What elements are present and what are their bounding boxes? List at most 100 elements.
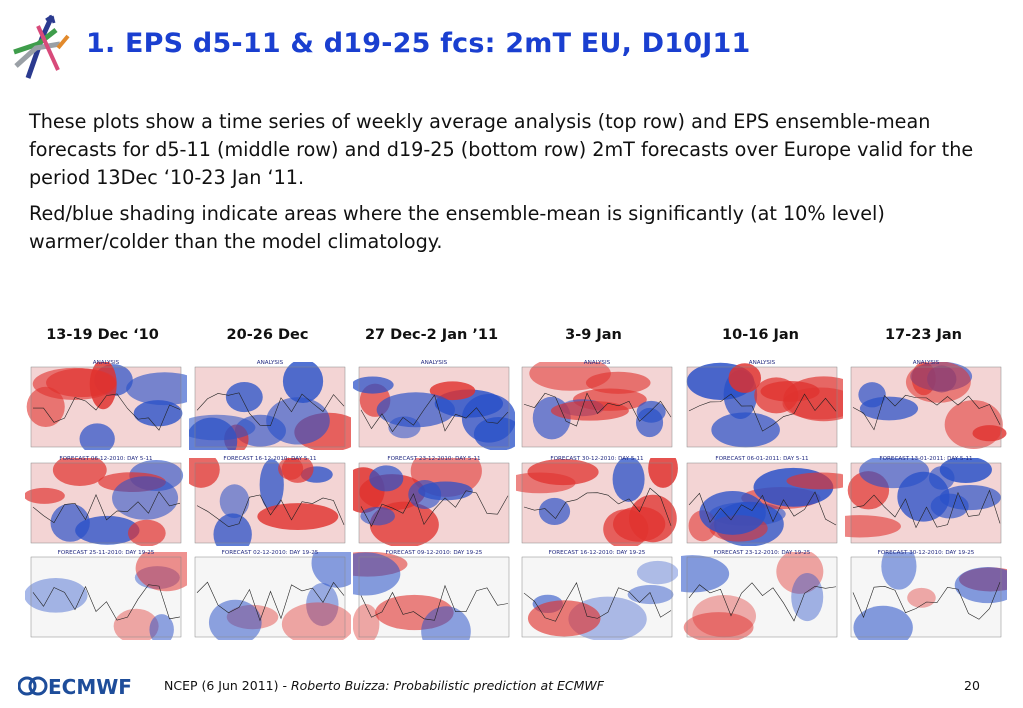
coastline	[32, 584, 181, 621]
warm-anomaly-area	[189, 458, 220, 488]
warm-anomaly-area	[613, 506, 666, 542]
warm-anomaly-area	[281, 602, 351, 640]
analysis-map-panel: ANALYSIS	[845, 360, 1007, 450]
map-panel-label: FORECAST 06-01-2011: DAY 5-11	[715, 456, 809, 462]
temperature-anomaly-map	[25, 458, 184, 546]
map-frame	[850, 366, 1002, 448]
cold-anomaly-area	[79, 423, 115, 450]
cold-anomaly-area	[360, 506, 395, 526]
cold-anomaly-area	[627, 585, 674, 605]
warm-anomaly-area	[786, 472, 843, 490]
cold-anomaly-area	[353, 552, 401, 596]
cold-anomaly-area	[930, 493, 969, 519]
temperature-anomaly-map	[845, 458, 1002, 544]
analysis-map-panel: ANALYSIS	[25, 360, 187, 450]
warm-anomaly-area	[905, 362, 971, 403]
warm-anomaly-area	[527, 600, 601, 637]
map-panel-label: ANALYSIS	[748, 360, 776, 366]
cold-anomaly-area	[50, 503, 90, 542]
coastline	[32, 393, 181, 431]
column-header: 13-19 Dec ‘10	[46, 327, 159, 343]
cold-anomaly-area	[418, 481, 473, 501]
cold-anomaly-area	[266, 397, 330, 445]
ecmwf-logo: ECMWF	[18, 675, 132, 698]
temperature-anomaly-map	[850, 362, 1007, 450]
map-panel-label: FORECAST 30-12-2010: DAY 19-25	[877, 550, 975, 556]
cold-anomaly-area	[612, 458, 645, 502]
footer-event: NCEP (6 Jun 2011) -	[164, 678, 291, 693]
temperature-anomaly-map	[189, 362, 351, 450]
warm-anomaly-area	[135, 552, 187, 592]
coastline	[852, 489, 1001, 529]
column-header: 3-9 Jan	[565, 327, 622, 343]
analysis-map-panel: ANALYSIS	[189, 360, 351, 450]
cold-anomaly-area	[25, 578, 88, 613]
forecast-d5-11-map-panel: FORECAST 06-01-2011: DAY 5-11	[681, 456, 843, 546]
warm-anomaly-area	[782, 387, 843, 420]
temperature-anomaly-map	[521, 556, 678, 640]
forecast-d19-25-map-panel: FORECAST 30-12-2010: DAY 19-25	[845, 550, 1007, 640]
cold-anomaly-area	[306, 583, 339, 627]
cold-anomaly-area	[282, 362, 324, 404]
map-frame	[686, 462, 838, 544]
cold-anomaly-area	[791, 572, 824, 622]
warm-anomaly-area	[127, 519, 166, 546]
cold-anomaly-area	[369, 465, 404, 492]
cold-anomaly-area	[421, 606, 471, 640]
page-number: 20	[964, 678, 980, 693]
forecast-d5-11-map-panel: FORECAST 23-12-2010: DAY 5-11	[353, 456, 515, 546]
temperature-anomaly-map	[686, 462, 843, 546]
cold-anomaly-area	[858, 382, 886, 408]
coastline	[688, 393, 837, 432]
warm-anomaly-area	[550, 400, 629, 421]
cold-anomaly-area	[376, 392, 455, 428]
warm-anomaly-area	[516, 472, 576, 494]
warm-anomaly-area	[113, 608, 159, 640]
column-header: 10-16 Jan	[722, 327, 799, 343]
forecast-d5-11-map-panel: FORECAST 16-12-2010: DAY 5-11	[189, 456, 351, 546]
temperature-anomaly-map	[521, 362, 673, 448]
column-header: 17-23 Jan	[885, 327, 962, 343]
warm-anomaly-area	[429, 381, 476, 401]
cold-anomaly-area	[208, 599, 262, 640]
warm-anomaly-area	[728, 363, 762, 393]
warm-anomaly-area	[648, 458, 678, 488]
coastline	[852, 394, 1001, 431]
forecast-d19-25-map-panel: FORECAST 25-11-2010: DAY 19-25	[25, 550, 187, 640]
cold-anomaly-area	[219, 484, 250, 519]
coastline	[196, 494, 345, 528]
cold-anomaly-area	[353, 376, 394, 394]
warm-anomaly-area	[46, 368, 117, 398]
cold-anomaly-area	[699, 491, 766, 535]
shading-paragraph: Red/blue shading indicate areas where th…	[29, 202, 885, 253]
map-panel-label: ANALYSIS	[92, 360, 120, 366]
warm-anomaly-area	[25, 487, 65, 504]
cold-anomaly-area	[954, 566, 1007, 604]
coastline	[196, 392, 345, 427]
cold-anomaly-area	[711, 412, 780, 448]
map-frame	[521, 366, 673, 448]
cold-anomaly-area	[213, 513, 252, 546]
temperature-anomaly-map	[516, 458, 678, 546]
coastline	[688, 582, 837, 622]
map-panel-label: FORECAST 06-12-2010: DAY 5-11	[59, 456, 153, 462]
warm-anomaly-area	[353, 604, 380, 640]
map-frame	[30, 462, 182, 544]
column-header: 20-26 Dec	[226, 327, 309, 343]
map-frame	[30, 366, 182, 448]
analysis-map-panel: ANALYSIS	[353, 360, 515, 450]
coastline	[360, 584, 509, 621]
map-frame	[358, 556, 510, 638]
warm-anomaly-area	[529, 362, 611, 391]
cold-anomaly-area	[881, 552, 917, 590]
forecast-d19-25-map-panel: FORECAST 23-12-2010: DAY 19-25	[681, 550, 843, 640]
cold-anomaly-area	[473, 417, 515, 450]
temperature-anomaly-map	[353, 366, 515, 450]
warm-anomaly-area	[281, 458, 314, 483]
map-frame	[521, 556, 673, 638]
map-frame	[194, 556, 346, 638]
map-panel-label: FORECAST 25-11-2010: DAY 19-25	[57, 550, 155, 556]
column-header: 27 Dec-2 Jan ’11	[364, 327, 499, 343]
cold-anomaly-area	[225, 381, 263, 413]
forecast-d19-25-map-panel: FORECAST 16-12-2010: DAY 19-25	[516, 550, 678, 640]
